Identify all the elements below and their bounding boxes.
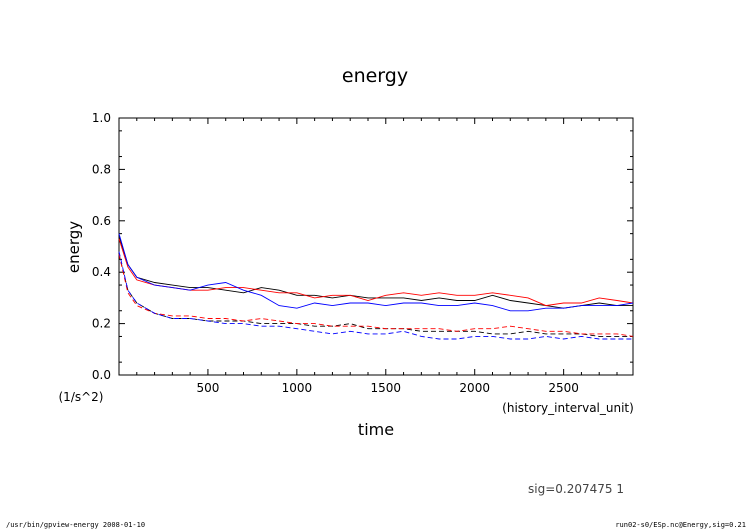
x-tick-label: 500 (196, 381, 219, 395)
y-axis-ticks: 0.0 0.2 0.4 0.6 0.8 1.0 (92, 111, 633, 382)
series-part-blue-dashed (118, 251, 633, 340)
footer-right: run02-s0/ESp.nc@Energy,sig=0.21 (615, 521, 746, 529)
y-tick-label: 0.0 (92, 368, 111, 382)
plot-frame (118, 117, 634, 376)
y-tick-label: 1.0 (92, 111, 111, 125)
series-part-red-dashed (118, 254, 634, 337)
chart-title: energy (342, 65, 408, 87)
series-total-red-solid (118, 238, 634, 307)
y-tick-label: 0.4 (92, 265, 111, 279)
x-axis-ticks: 500 1000 1500 2000 2500 (136, 118, 618, 395)
series-total-black-solid (118, 236, 633, 309)
series-part-black-dashed (118, 254, 633, 337)
sig-annotation: sig=0.207475 1 (528, 482, 624, 496)
x-tick-label: 1500 (371, 381, 402, 395)
x-tick-label: 2000 (459, 381, 490, 395)
x-tick-label: 1000 (282, 381, 313, 395)
y-axis-label: energy (65, 221, 83, 273)
y-tick-label: 0.6 (92, 214, 111, 228)
x-tick-label: 2500 (548, 381, 579, 395)
y-axis-units: (1/s^2) (59, 390, 104, 404)
series-lines (118, 233, 634, 340)
x-axis-units: (history_interval_unit) (502, 401, 634, 415)
y-tick-label: 0.8 (92, 162, 111, 176)
series-total-blue-solid (118, 233, 634, 312)
y-tick-label: 0.2 (92, 317, 111, 331)
footer-left: /usr/bin/gpview-energy 2008-01-10 (6, 521, 146, 529)
x-axis-label: time (358, 420, 394, 439)
